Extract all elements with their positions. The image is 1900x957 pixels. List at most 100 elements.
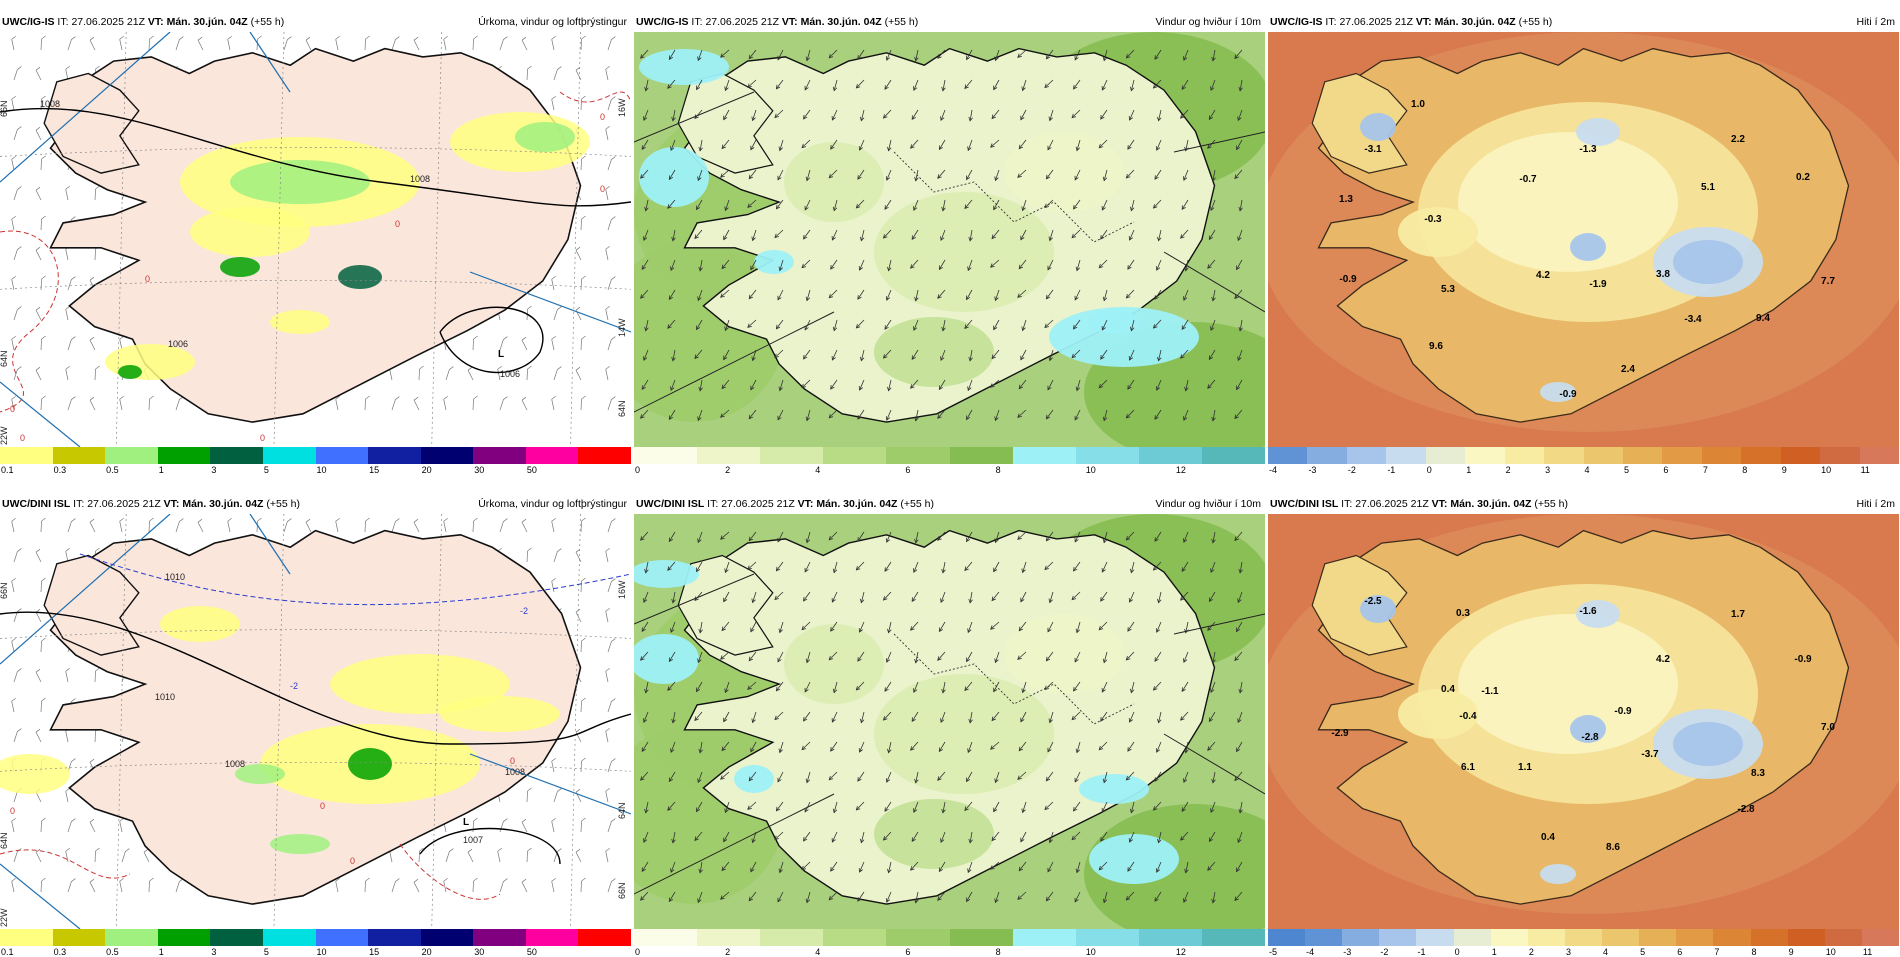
wind-barb-tick [11, 275, 16, 280]
wind-arrow-head [940, 116, 945, 122]
wind-arrow-head [644, 86, 649, 92]
wind-arrow [857, 169, 865, 180]
panel-title: Úrkoma, vindur og loftþrýstingur [478, 16, 627, 28]
wind-arrow-head [832, 86, 838, 92]
wind-arrow [752, 229, 757, 241]
wind-arrow [1183, 891, 1189, 903]
wind-arrow-head [1075, 266, 1081, 272]
wind-barb [35, 370, 42, 381]
graticule-label: 66N [0, 582, 9, 599]
wind-barb [148, 398, 150, 411]
wind-arrow [1126, 289, 1135, 299]
init-time: 27.06.2025 21Z [87, 498, 161, 510]
legend-tick-label: 20 [421, 465, 432, 475]
legend-swatch [315, 447, 369, 464]
wind-barb-tick [611, 156, 616, 160]
meridian-line [115, 32, 127, 447]
gust-area [639, 49, 729, 85]
wind-arrow [990, 621, 1000, 630]
legend-tick-label: -1 [1387, 465, 1396, 475]
wind-arrow [1210, 801, 1216, 813]
lead-time: (+55 h) [900, 498, 934, 510]
wind-arrow [696, 801, 703, 812]
wind-arrow [828, 651, 838, 661]
wind-arrow [1180, 711, 1189, 721]
legend-tick-label: 1 [1491, 947, 1497, 957]
wind-barb-tick [11, 95, 16, 100]
wind-barb-tick [605, 847, 610, 852]
wind-arrow-head [1208, 355, 1213, 361]
wind-arrow [966, 771, 973, 782]
wind-arrow [1044, 801, 1054, 810]
wind-arrow [833, 319, 838, 331]
legend-swatch [420, 929, 474, 946]
wind-arrow-head [1127, 747, 1132, 752]
wind-arrow [1017, 651, 1027, 660]
graticule-label: 14W [617, 318, 627, 337]
wind-arrow [888, 139, 892, 151]
wind-arrow-head [720, 53, 725, 58]
color-legend: 0.1 0.3 0.5 1 3 5 10 15 20 30 50 [0, 929, 631, 957]
wind-arrow-head [1075, 146, 1081, 152]
wind-arrow-head [1071, 835, 1077, 841]
wind-arrow [641, 621, 649, 632]
wind-arrow-head [1020, 115, 1025, 121]
wind-barb [11, 701, 15, 713]
wind-arrow [1047, 379, 1054, 390]
wind-arrow-head [1045, 54, 1051, 60]
wind-arrow-head [1211, 778, 1216, 784]
wind-arrow-head [1075, 868, 1081, 874]
wind-arrow-head [968, 718, 973, 724]
legend-swatch [1820, 447, 1861, 464]
wind-barb [391, 521, 396, 533]
wind-arrow-head [1021, 568, 1026, 574]
wind-barb [551, 521, 555, 533]
wind-arrow [1046, 169, 1054, 180]
wind-arrow [859, 139, 865, 151]
wind-arrow-head [990, 383, 995, 388]
legend-swatch [1527, 929, 1566, 946]
wind-arrow [886, 289, 892, 301]
wind-arrow-head [747, 805, 752, 810]
wind-barb [40, 158, 42, 171]
legend-tick-label: 6 [1677, 947, 1683, 957]
legend-tick-label: 0.1 [1, 465, 14, 475]
wind-arrow [1103, 891, 1108, 903]
legend-swatch [1544, 447, 1584, 464]
wind-arrow-head [697, 658, 702, 664]
wind-arrow-head [667, 84, 672, 89]
wind-arrow [1208, 831, 1216, 842]
wind-barb-tick [11, 215, 16, 220]
wind-arrow [670, 621, 676, 633]
legend-swatch [634, 447, 698, 464]
wind-arrow-head [885, 778, 891, 783]
wind-arrow [828, 49, 838, 59]
wind-arrow-head [1128, 116, 1133, 121]
wind-barb-tick [95, 365, 100, 370]
wind-barb [283, 39, 288, 51]
wind-arrow-head [774, 353, 779, 359]
wind-arrow-head [1125, 173, 1131, 179]
wind-arrow-head [775, 324, 781, 330]
wind-arrow-head [667, 204, 672, 209]
legend-tick-label: 12 [1175, 465, 1186, 475]
wind-barb [94, 248, 96, 261]
wind-barb [526, 790, 528, 803]
wind-barb-tick [119, 877, 124, 882]
wind-arrow [856, 801, 865, 811]
wind-arrow-head [801, 745, 807, 751]
wind-arrow-head [1129, 206, 1135, 212]
wind-arrow [860, 711, 865, 723]
wind-barb [175, 399, 180, 411]
legend-swatch [0, 447, 54, 464]
wind-arrow [694, 711, 703, 721]
wind-arrow-head [1125, 775, 1131, 781]
wind-barb-tick [581, 335, 586, 340]
temperature-area [1540, 382, 1576, 402]
wind-barb-tick [149, 877, 154, 882]
wind-arrow-head [1128, 356, 1133, 361]
wind-barb [65, 69, 69, 81]
wind-arrow-head [828, 775, 834, 781]
wind-arrow-head [1018, 144, 1024, 150]
temperature-value: -0.3 [1424, 214, 1442, 225]
